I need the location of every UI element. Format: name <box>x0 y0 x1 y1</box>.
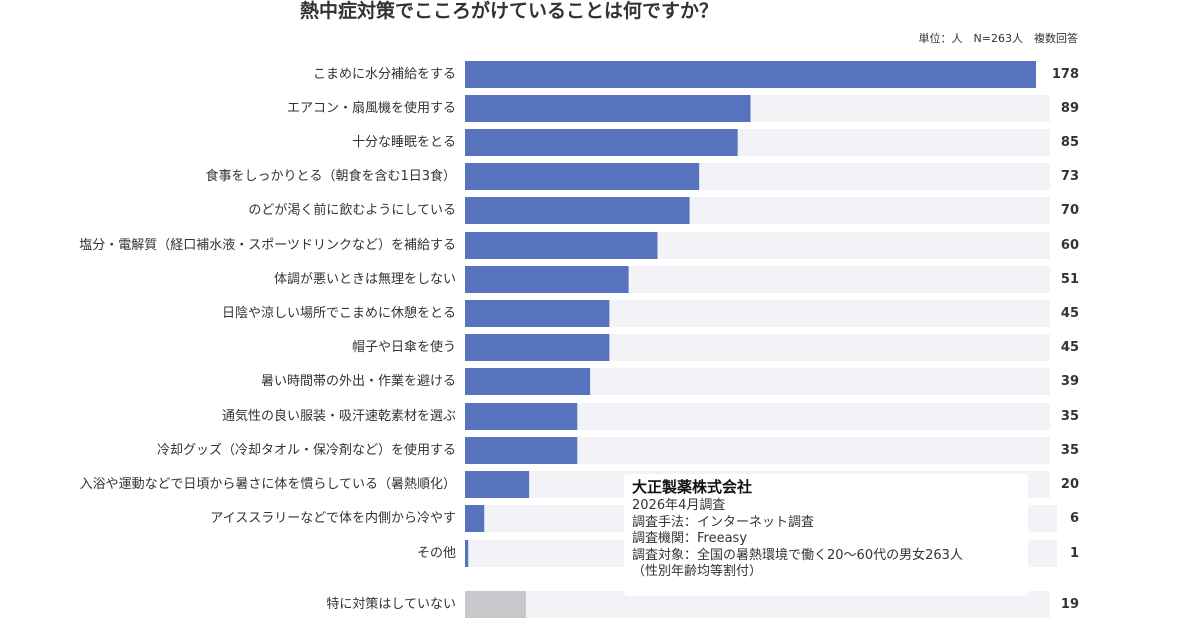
bar <box>465 591 526 618</box>
info-line-method: 調査手法：インターネット調査 <box>632 514 815 530</box>
bar <box>465 61 1036 88</box>
value-label: 51 <box>1061 272 1079 287</box>
bar <box>465 437 578 464</box>
category-label: エアコン・扇風機を使用する <box>287 100 456 116</box>
category-label: こまめに水分補給をする <box>313 67 456 82</box>
bar <box>465 300 610 327</box>
value-label: 35 <box>1061 443 1079 458</box>
value-label: 35 <box>1061 409 1079 424</box>
value-label: 19 <box>1061 597 1079 612</box>
category-label: 日陰や涼しい場所でこまめに休憩をとる <box>222 305 456 321</box>
value-label: 1 <box>1070 546 1079 561</box>
info-line-date: 2026年4月調査 <box>632 498 726 513</box>
value-label: 178 <box>1052 67 1079 82</box>
chart-title: 熱中症対策でこころがけていることは何ですか？ <box>300 0 719 22</box>
value-label: 89 <box>1061 101 1079 116</box>
info-company: 大正製薬株式会社 <box>632 478 753 496</box>
value-label: 70 <box>1061 203 1079 218</box>
category-label: のどが渇く前に飲むようにしている <box>248 202 456 218</box>
value-label: 60 <box>1061 238 1079 253</box>
value-label: 85 <box>1061 135 1079 150</box>
bar <box>465 403 578 430</box>
value-label: 45 <box>1061 306 1079 321</box>
bar <box>465 129 738 156</box>
value-label: 20 <box>1061 477 1079 492</box>
category-label: 十分な睡眠をとる <box>352 135 456 150</box>
bar <box>465 232 658 259</box>
category-label: 体調が悪いときは無理をしない <box>274 272 456 287</box>
category-label: 冷却グッズ（冷却タオル・保冷剤など）を使用する <box>157 442 456 458</box>
bar <box>465 197 690 224</box>
info-line-target: 調査対象：全国の暑熱環境で働く20〜60代の男女263人 <box>632 547 963 563</box>
bar <box>465 505 485 532</box>
category-label: アイススラリーなどで体を内側から冷やす <box>210 510 456 526</box>
category-label: その他 <box>417 546 456 561</box>
category-label: 通気性の良い服装・吸汗速乾素材を選ぶ <box>222 408 456 424</box>
value-label: 73 <box>1061 169 1079 184</box>
category-label: 入浴や運動などで日頃から暑さに体を慣らしている（暑熱順化） <box>80 476 456 492</box>
bar <box>465 266 629 293</box>
survey-info-box: 大正製薬株式会社 2026年4月調査 調査手法：インターネット調査 調査機関：F… <box>624 474 1028 596</box>
category-label: 特に対策はしていない <box>326 596 456 612</box>
value-label: 39 <box>1061 374 1079 389</box>
bar <box>465 540 469 567</box>
category-label: 塩分・電解質（経口補水液・スポーツドリンクなど）を補給する <box>79 238 456 253</box>
bar <box>465 163 700 190</box>
value-label: 45 <box>1061 340 1079 355</box>
value-label: 6 <box>1070 511 1079 526</box>
bar <box>465 95 751 122</box>
unit-note: 単位：人 N=263人 複数回答 <box>918 32 1078 45</box>
bar <box>465 368 591 395</box>
category-label: 食事をしっかりとる（朝食を含む1日3食） <box>205 168 456 184</box>
bar <box>465 334 610 361</box>
info-line-allocation: （性別年齢均等割付） <box>632 564 763 579</box>
category-label: 暑い時間帯の外出・作業を避ける <box>261 373 456 389</box>
info-line-agency: 調査機関：Freeasy <box>632 531 748 546</box>
category-label: 帽子や日傘を使う <box>352 339 456 355</box>
bar <box>465 471 530 498</box>
